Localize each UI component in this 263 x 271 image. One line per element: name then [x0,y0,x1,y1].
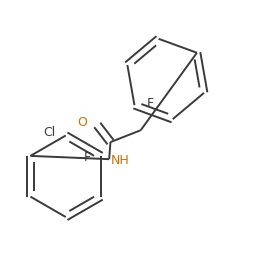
Text: Cl: Cl [43,126,55,139]
Text: F: F [146,97,153,110]
Text: NH: NH [111,154,130,167]
Text: O: O [77,116,87,129]
Text: F: F [83,151,90,164]
